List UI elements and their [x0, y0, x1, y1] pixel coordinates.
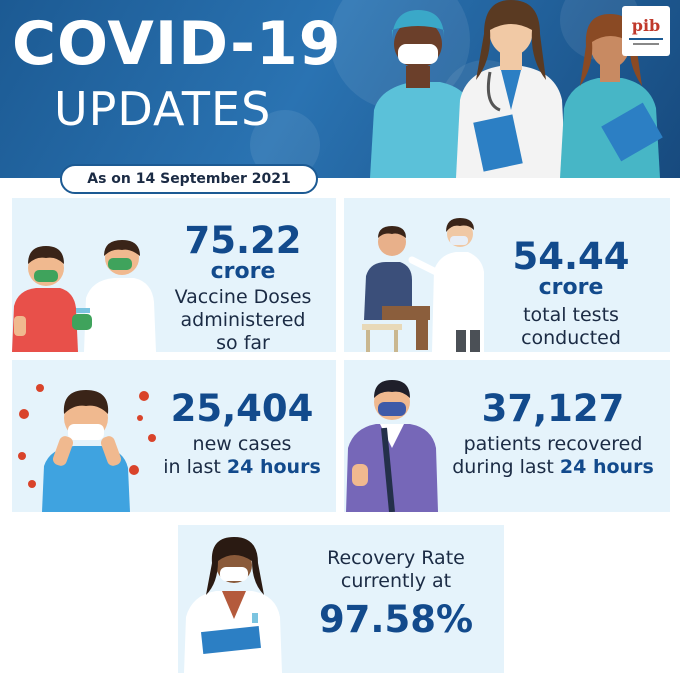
sick-person-illustration: [18, 384, 156, 512]
recovery-rate-card: Recovery Rate currently at 97.58%: [178, 525, 504, 673]
vaccine-label-line1: Vaccine Doses: [174, 286, 312, 308]
tests-value: 54.44: [512, 235, 630, 278]
recovered-value: 37,127: [481, 387, 625, 430]
new-cases-value: 25,404: [170, 387, 314, 430]
vaccination-illustration: [12, 240, 156, 352]
recovered-label-line1: patients recovered: [463, 433, 643, 455]
tests-card: 54.44 crore total tests conducted: [344, 198, 670, 352]
page-subtitle: UPDATES: [54, 82, 272, 136]
new-cases-card: 25,404 new cases in last 24 hours: [12, 360, 336, 512]
new-cases-hours: 24 hours: [226, 455, 321, 478]
new-cases-label-prefix: in last: [163, 455, 221, 478]
vaccine-label-line2: administered: [180, 308, 306, 331]
logo-text: pib: [631, 15, 661, 35]
tests-label-line2: conducted: [521, 326, 621, 349]
healthcare-workers-illustration: [370, 0, 663, 178]
tests-unit: crore: [538, 275, 604, 300]
recovered-card: 37,127 patients recovered during last 24…: [344, 360, 670, 512]
recovered-label-prefix: during last: [452, 455, 554, 478]
header-banner: COVID-19 UPDATES pib: [0, 0, 680, 178]
date-badge: As on 14 September 2021: [60, 164, 318, 194]
recovered-person-illustration: [346, 380, 438, 512]
testing-illustration: [362, 218, 484, 352]
tests-label-line1: total tests: [523, 304, 619, 326]
vaccine-label-line3: so far: [216, 331, 270, 352]
logo-divider: [629, 37, 663, 40]
recovery-rate-value: 97.58%: [318, 597, 474, 641]
new-cases-label-line1: new cases: [192, 433, 292, 455]
vaccine-doses-value: 75.22: [184, 219, 302, 262]
recovery-rate-label-line2: currently at: [340, 569, 452, 592]
recovered-hours: 24 hours: [559, 455, 654, 478]
recovery-rate-label-line1: Recovery Rate: [327, 547, 465, 569]
doctor-illustration: [184, 537, 282, 673]
pib-logo: pib: [622, 6, 670, 56]
logo-divider: [633, 42, 659, 45]
page-title: COVID-19: [12, 9, 342, 79]
vaccine-doses-unit: crore: [210, 259, 276, 284]
vaccine-card: 75.22 crore Vaccine Doses administered s…: [12, 198, 336, 352]
